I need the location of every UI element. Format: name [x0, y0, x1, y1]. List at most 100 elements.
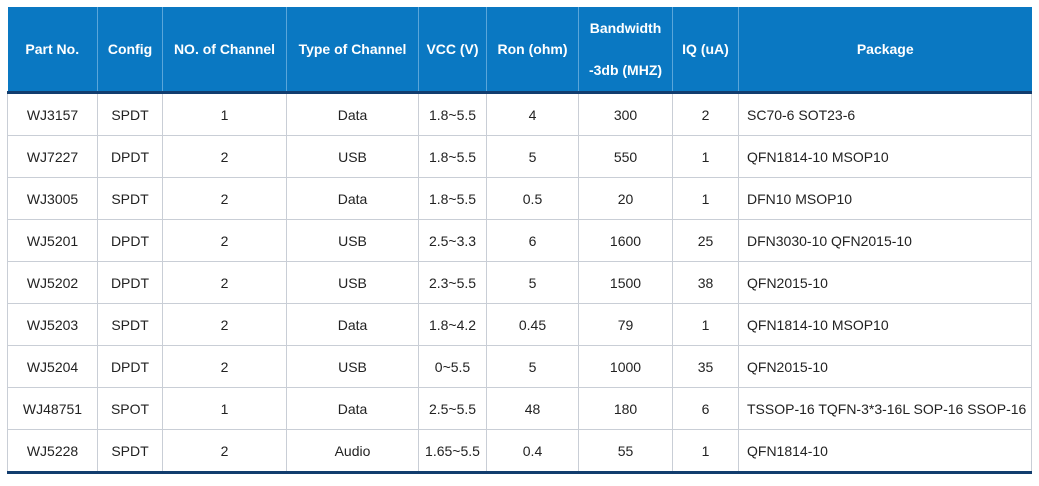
- table-cell: 2: [162, 135, 287, 178]
- table-cell: 2.3~5.5: [418, 261, 487, 304]
- table-body: WJ3157 SPDT 1 Data 1.8~5.5 4 300 2 SC70-6 SOT23-…: [7, 92, 1032, 474]
- table-cell: WJ48751: [7, 387, 98, 430]
- table-cell: 0~5.5: [418, 345, 487, 388]
- table-cell: TSSOP-16 TQFN-3*3-16L SOP-16 SSOP-16: [738, 387, 1032, 430]
- table-cell: DPDT: [97, 345, 163, 388]
- table-cell: 1: [672, 429, 739, 474]
- table-cell: 300: [578, 92, 673, 136]
- table-cell: 2: [162, 429, 287, 474]
- header-cell: Package: [738, 7, 1032, 94]
- header-text: -3db (MHZ): [588, 62, 663, 78]
- table-cell: WJ5204: [7, 345, 98, 388]
- header-cell: Ron (ohm): [486, 7, 579, 94]
- table-cell: 5: [486, 135, 579, 178]
- table-row: WJ5202 DPDT 2 USB 2.3~5.5 5 1500 38 QFN2015-10: [7, 261, 1032, 304]
- table-cell: DFN10 MSOP10: [738, 177, 1032, 220]
- header-cell: IQ (uA): [672, 7, 739, 94]
- table-cell: DPDT: [97, 261, 163, 304]
- table-cell: QFN1814-10 MSOP10: [738, 303, 1032, 346]
- header-cell: Part No.: [7, 7, 98, 94]
- table-cell: DFN3030-10 QFN2015-10: [738, 219, 1032, 262]
- table-cell: 55: [578, 429, 673, 474]
- table-cell: 1.8~5.5: [418, 177, 487, 220]
- header-cell: Config: [97, 7, 163, 94]
- table-cell: 1: [162, 92, 287, 136]
- table-cell: DPDT: [97, 219, 163, 262]
- table-cell: 25: [672, 219, 739, 262]
- table-cell: USB: [286, 345, 419, 388]
- table-cell: QFN2015-10: [738, 345, 1032, 388]
- table-cell: SPDT: [97, 429, 163, 474]
- table-cell: WJ5202: [7, 261, 98, 304]
- header-cell: Bandwidth -3db (MHZ): [578, 7, 673, 94]
- table-cell: 2.5~5.5: [418, 387, 487, 430]
- table-cell: 180: [578, 387, 673, 430]
- table-cell: 1: [162, 387, 287, 430]
- header-cell: NO. of Channel: [162, 7, 287, 94]
- table-cell: 1: [672, 135, 739, 178]
- table-cell: 1: [672, 303, 739, 346]
- table-cell: 5: [486, 261, 579, 304]
- table-cell: 1.65~5.5: [418, 429, 487, 474]
- table-cell: SC70-6 SOT23-6: [738, 92, 1032, 136]
- table-cell: 1.8~5.5: [418, 135, 487, 178]
- table-cell: Audio: [286, 429, 419, 474]
- table-cell: 79: [578, 303, 673, 346]
- table-row: WJ3005 SPDT 2 Data 1.8~5.5 0.5 20 1 DFN10 MSOP10: [7, 177, 1032, 220]
- table-cell: SPDT: [97, 303, 163, 346]
- table-cell: QFN2015-10: [738, 261, 1032, 304]
- product-table-container: Part No. Config NO. of Channel Type of Chan…: [7, 7, 1032, 474]
- table-cell: 550: [578, 135, 673, 178]
- table-cell: 1: [672, 177, 739, 220]
- table-row: WJ5228 SPDT 2 Audio 1.65~5.5 0.4 55 1 QFN1814-10: [7, 429, 1032, 474]
- table-cell: WJ5203: [7, 303, 98, 346]
- table-cell: 2: [162, 219, 287, 262]
- table-cell: 1500: [578, 261, 673, 304]
- table-cell: 1600: [578, 219, 673, 262]
- table-cell: QFN1814-10 MSOP10: [738, 135, 1032, 178]
- table-cell: SPDT: [97, 177, 163, 220]
- table-row: WJ3157 SPDT 1 Data 1.8~5.5 4 300 2 SC70-6 SOT23-…: [7, 92, 1032, 136]
- table-header: Part No. Config NO. of Channel Type of Chan…: [7, 7, 1032, 94]
- table-cell: WJ5228: [7, 429, 98, 474]
- table-row: WJ7227 DPDT 2 USB 1.8~5.5 5 550 1 QFN1814-10 MSO…: [7, 135, 1032, 178]
- table-row: WJ5203 SPDT 2 Data 1.8~4.2 0.45 79 1 QFN1814-10 …: [7, 303, 1032, 346]
- table-cell: 1.8~4.2: [418, 303, 487, 346]
- table-cell: 0.45: [486, 303, 579, 346]
- table-cell: 38: [672, 261, 739, 304]
- table-cell: 48: [486, 387, 579, 430]
- table-cell: WJ7227: [7, 135, 98, 178]
- table-cell: 6: [672, 387, 739, 430]
- table-cell: 4: [486, 92, 579, 136]
- table-cell: 35: [672, 345, 739, 388]
- table-cell: 5: [486, 345, 579, 388]
- table-cell: Data: [286, 303, 419, 346]
- table-cell: 6: [486, 219, 579, 262]
- table-cell: WJ5201: [7, 219, 98, 262]
- table-cell: 1000: [578, 345, 673, 388]
- table-cell: 20: [578, 177, 673, 220]
- table-cell: QFN1814-10: [738, 429, 1032, 474]
- table-cell: 1.8~5.5: [418, 92, 487, 136]
- table-cell: Data: [286, 177, 419, 220]
- table-cell: WJ3005: [7, 177, 98, 220]
- header-row: Part No. Config NO. of Channel Type of Chan…: [7, 7, 1032, 94]
- table-cell: 2: [162, 177, 287, 220]
- header-cell: Type of Channel: [286, 7, 419, 94]
- table-cell: 2.5~3.3: [418, 219, 487, 262]
- table-cell: SPOT: [97, 387, 163, 430]
- table-cell: 2: [162, 261, 287, 304]
- header-cell: VCC (V): [418, 7, 487, 94]
- table-row: WJ5204 DPDT 2 USB 0~5.5 5 1000 35 QFN2015-10: [7, 345, 1032, 388]
- table-cell: 2: [672, 92, 739, 136]
- table-cell: SPDT: [97, 92, 163, 136]
- header-text: Bandwidth: [589, 20, 662, 36]
- table-cell: USB: [286, 219, 419, 262]
- table-cell: 2: [162, 345, 287, 388]
- table-cell: 0.4: [486, 429, 579, 474]
- table-cell: DPDT: [97, 135, 163, 178]
- table-cell: USB: [286, 135, 419, 178]
- table-cell: 0.5: [486, 177, 579, 220]
- product-table: Part No. Config NO. of Channel Type of Chan…: [7, 7, 1032, 474]
- table-cell: USB: [286, 261, 419, 304]
